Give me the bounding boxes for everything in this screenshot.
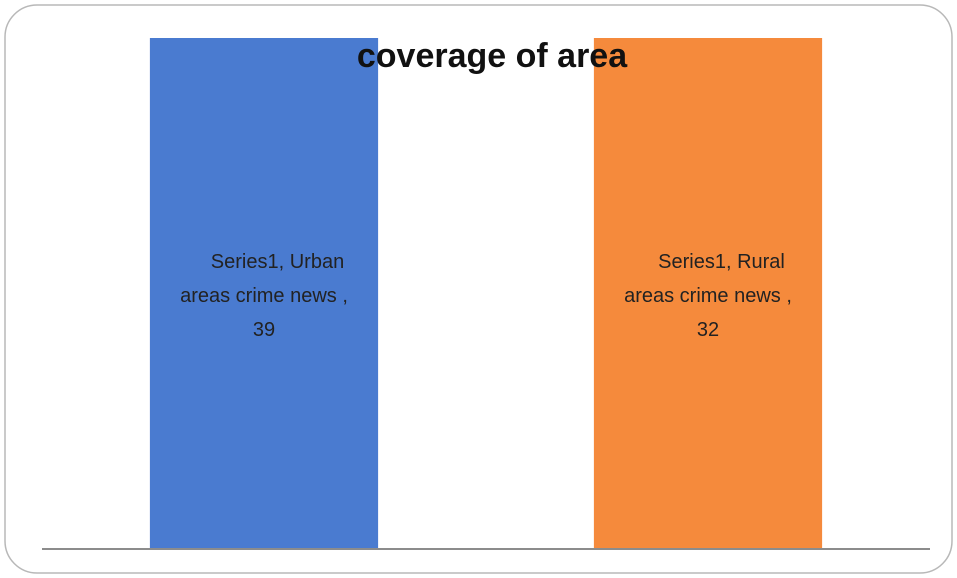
chart-title: coverage of area	[357, 37, 628, 75]
data-label-text: Series1, Rural areas crime news , 32	[624, 251, 792, 341]
label-key	[631, 254, 645, 267]
data-label-text: Series1, Urban areas crime news , 39	[180, 251, 348, 341]
data-label: Series1, Urban areas crime news , 39	[169, 245, 359, 347]
label-key	[183, 254, 197, 267]
bar	[593, 38, 823, 549]
data-label: Series1, Rural areas crime news , 32	[613, 245, 803, 347]
bar	[149, 38, 379, 549]
plot-area	[149, 38, 823, 549]
